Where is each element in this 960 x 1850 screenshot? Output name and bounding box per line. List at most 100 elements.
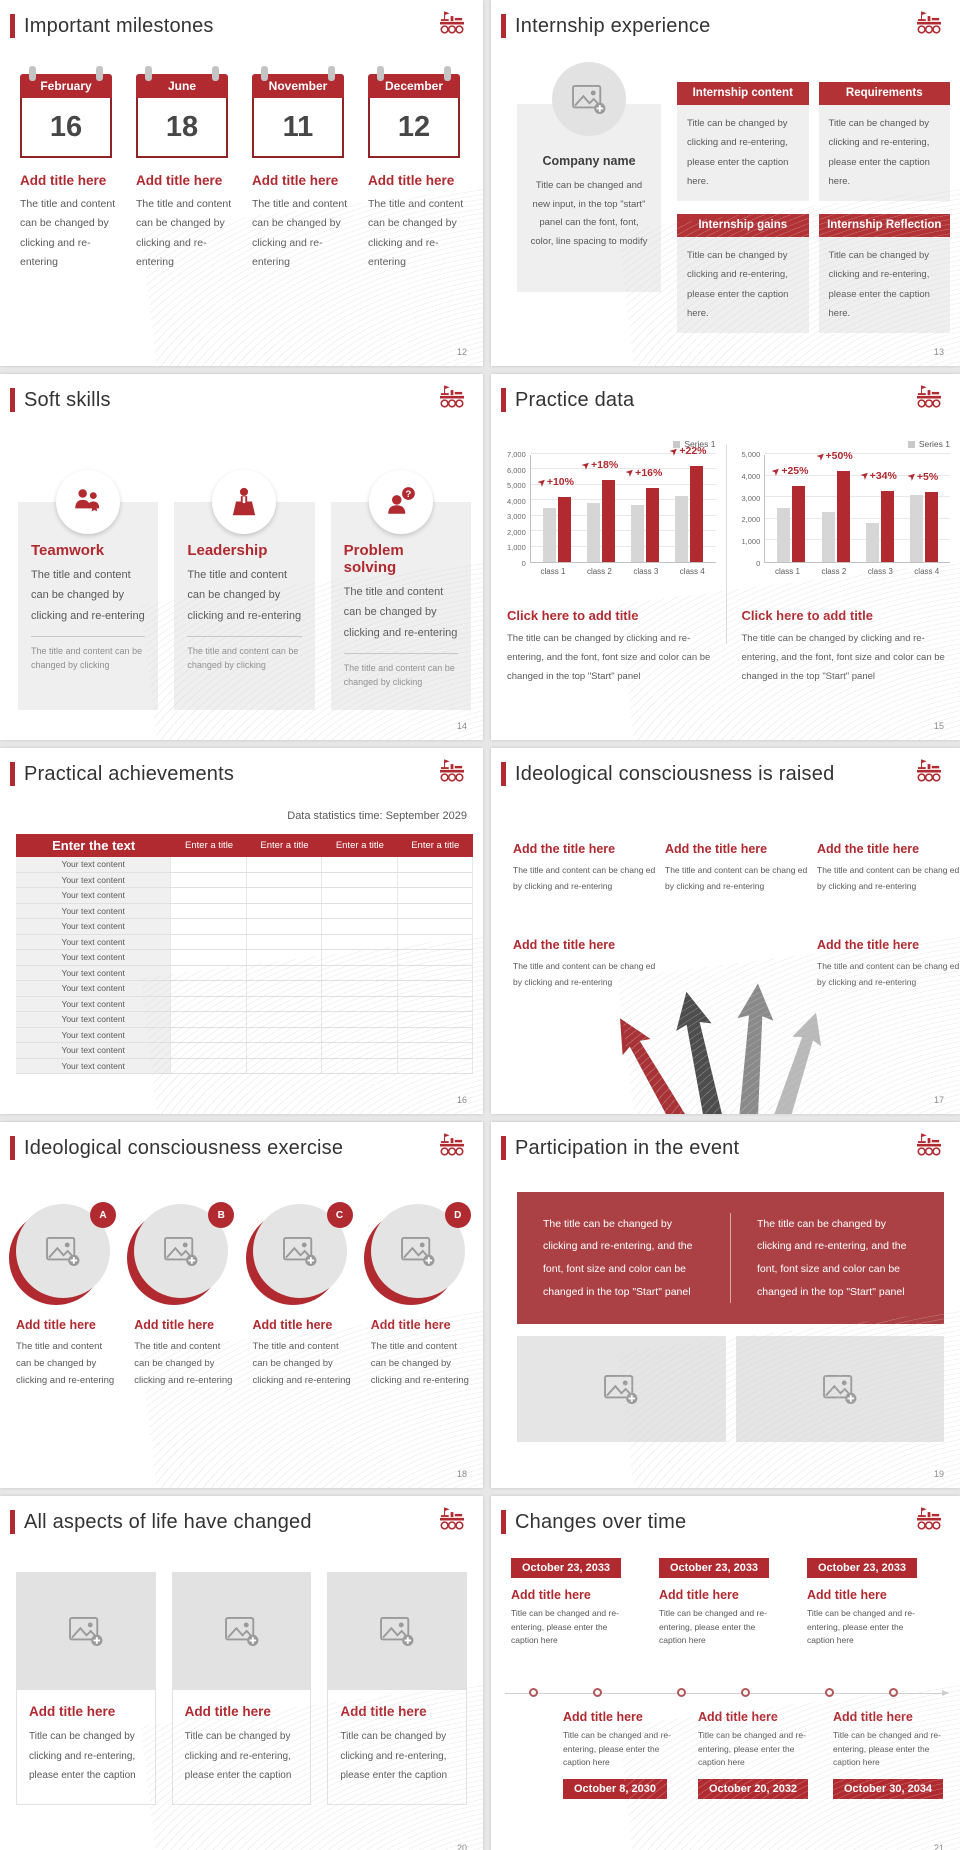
internship-box: Internship gains Title can be changed by… [677,213,809,333]
table-row: Your text content [16,981,473,997]
legend-marker-icon [907,440,915,448]
letter-badge: D [444,1202,471,1228]
table-cell [322,1058,398,1073]
slide-18-consciousness-exercise[interactable]: Ideological consciousness exercise A [0,1122,483,1488]
slide-15-practice-data[interactable]: Practice data Series 1 7,000 6,000 5,000 4,0… [491,374,960,740]
table-row: Your text content [16,1027,473,1043]
timeline-node [593,1688,602,1697]
slide-title-block: Important milestones [10,14,214,38]
internship-box: Internship Reflection Title can be chang… [818,213,950,333]
card-title: Add title here [29,1704,116,1719]
milestone-body: The title and content can be changed by … [20,198,116,269]
table-cell [171,872,247,887]
image-placeholder-icon [224,1616,258,1646]
exercise-item: A Add title here The title and content c… [9,1202,118,1389]
item-title: Add title here [511,1588,591,1602]
table-cell: Your text content [16,996,172,1011]
milestone-title: Add title here [136,173,223,188]
teamwork-icon [56,470,121,534]
card-title: Add title here [340,1704,427,1719]
image-placeholder[interactable] [735,1336,944,1442]
timeline-node [677,1688,686,1697]
table-cell: Your text content [16,950,172,965]
logo-slot [439,385,467,411]
caption-body: The title can be changed by clicking and… [741,633,945,682]
calendar-ring [328,66,335,81]
table-header-cell: Enter a title [335,840,384,851]
title-accent-bar [501,388,506,412]
box-body: Title can be changed by clicking and re-… [818,236,950,333]
photo-placeholder[interactable]: C [245,1202,353,1305]
skill-card: Teamwork The title and content can be ch… [18,470,159,710]
company-card: Company name Title can be changed and ne… [517,62,661,292]
timeline-item-top: October 23, 2033 Add title here Title ca… [511,1558,651,1648]
calendar-ring [96,66,103,81]
slide-17-consciousness-raised[interactable]: Ideological consciousness is raised Add … [491,748,960,1114]
table-cell [397,903,473,918]
milestone-body: The title and content can be changed by … [368,198,464,269]
photo-placeholder[interactable]: D [363,1202,471,1305]
image-placeholder[interactable] [517,1336,726,1442]
timeline-node [825,1688,834,1697]
photo-placeholder[interactable]: B [127,1202,235,1305]
milestone-title: Add title here [368,173,455,188]
table-cell: Your text content [16,1027,172,1042]
page-number: 18 [456,1469,467,1479]
image-placeholder[interactable] [171,1572,312,1690]
chart-caption: Click here to add title The title can be… [507,608,716,686]
divider [725,444,727,644]
photo-placeholder[interactable]: A [9,1202,116,1305]
table-row: Your text content [16,950,473,966]
growth-arrows-graphic [620,983,822,1114]
divider [31,636,146,638]
date-badge: October 23, 2033 [807,1558,918,1578]
slide-20-life-changed[interactable]: All aspects of life have changed Add tit… [0,1496,483,1850]
table-cell [322,965,398,980]
slide-14-soft-skills[interactable]: Soft skills Teamwork The title and conte… [0,374,483,740]
item-body: Title can be changed and re-entering, pl… [698,1730,806,1768]
table-cell [171,888,247,903]
item-title: Add the title here [817,842,920,856]
image-placeholder[interactable] [327,1572,468,1690]
bar-group: ➤ +16% [624,466,662,562]
table-row: Your text content [16,1058,473,1074]
table-row: Your text content [16,934,473,950]
school-logo-icon [440,759,464,782]
chart-legend: Series 1 [507,438,716,450]
table-cell [246,872,323,887]
slide-13-internship-experience[interactable]: Internship experience Company name Title… [491,0,960,366]
table-cell [322,981,398,996]
table-cell [171,996,247,1011]
item-title: Add title here [698,1710,778,1724]
card-body: Add title here Title can be changed by c… [171,1690,312,1805]
slide-title-block: Ideological consciousness is raised [501,762,834,786]
calendar-ring [212,66,219,81]
logo-slot [916,759,944,785]
table-row: Your text content [16,903,473,919]
growth-label: ➤ +25% [770,464,809,478]
image-placeholder-icon [282,1236,316,1266]
school-logo-icon [440,11,464,34]
item-body: The title and content can be chang ed by… [817,865,960,892]
statistics-time-note: Data statistics time: September 2029 [287,810,467,822]
item-body: The title and content can be chang ed by… [817,961,960,988]
milestone-row: February 16 Add title here The title and… [20,66,467,273]
box-header: Internship gains [677,213,809,237]
slide-12-important-milestones[interactable]: Important milestones February 16 Add tit… [0,0,483,366]
slide-21-changes-over-time[interactable]: Changes over time October 23, 2033 Add t… [491,1496,960,1850]
table-cell [246,888,323,903]
company-photo-placeholder[interactable] [552,62,626,136]
image-placeholder[interactable] [16,1572,156,1690]
table-cell: Your text content [16,888,172,903]
calendar-icon: June 18 [136,66,228,158]
slide-16-practical-achievements[interactable]: Practical achievements Data statistics t… [0,748,483,1114]
slide-19-participation-event[interactable]: Participation in the event The title can… [491,1122,960,1488]
table-row: Your text content [16,872,473,888]
timeline-node [741,1688,750,1697]
bar-chart-right: Series 1 5,000 4,000 3,000 2,000 1,000 0 ➤ +25% ➤… [742,438,950,576]
title-accent-bar [501,1510,506,1534]
item-title: Add title here [659,1588,739,1602]
table-cell [397,950,473,965]
table-cell [397,1043,473,1058]
table-cell [171,919,247,934]
